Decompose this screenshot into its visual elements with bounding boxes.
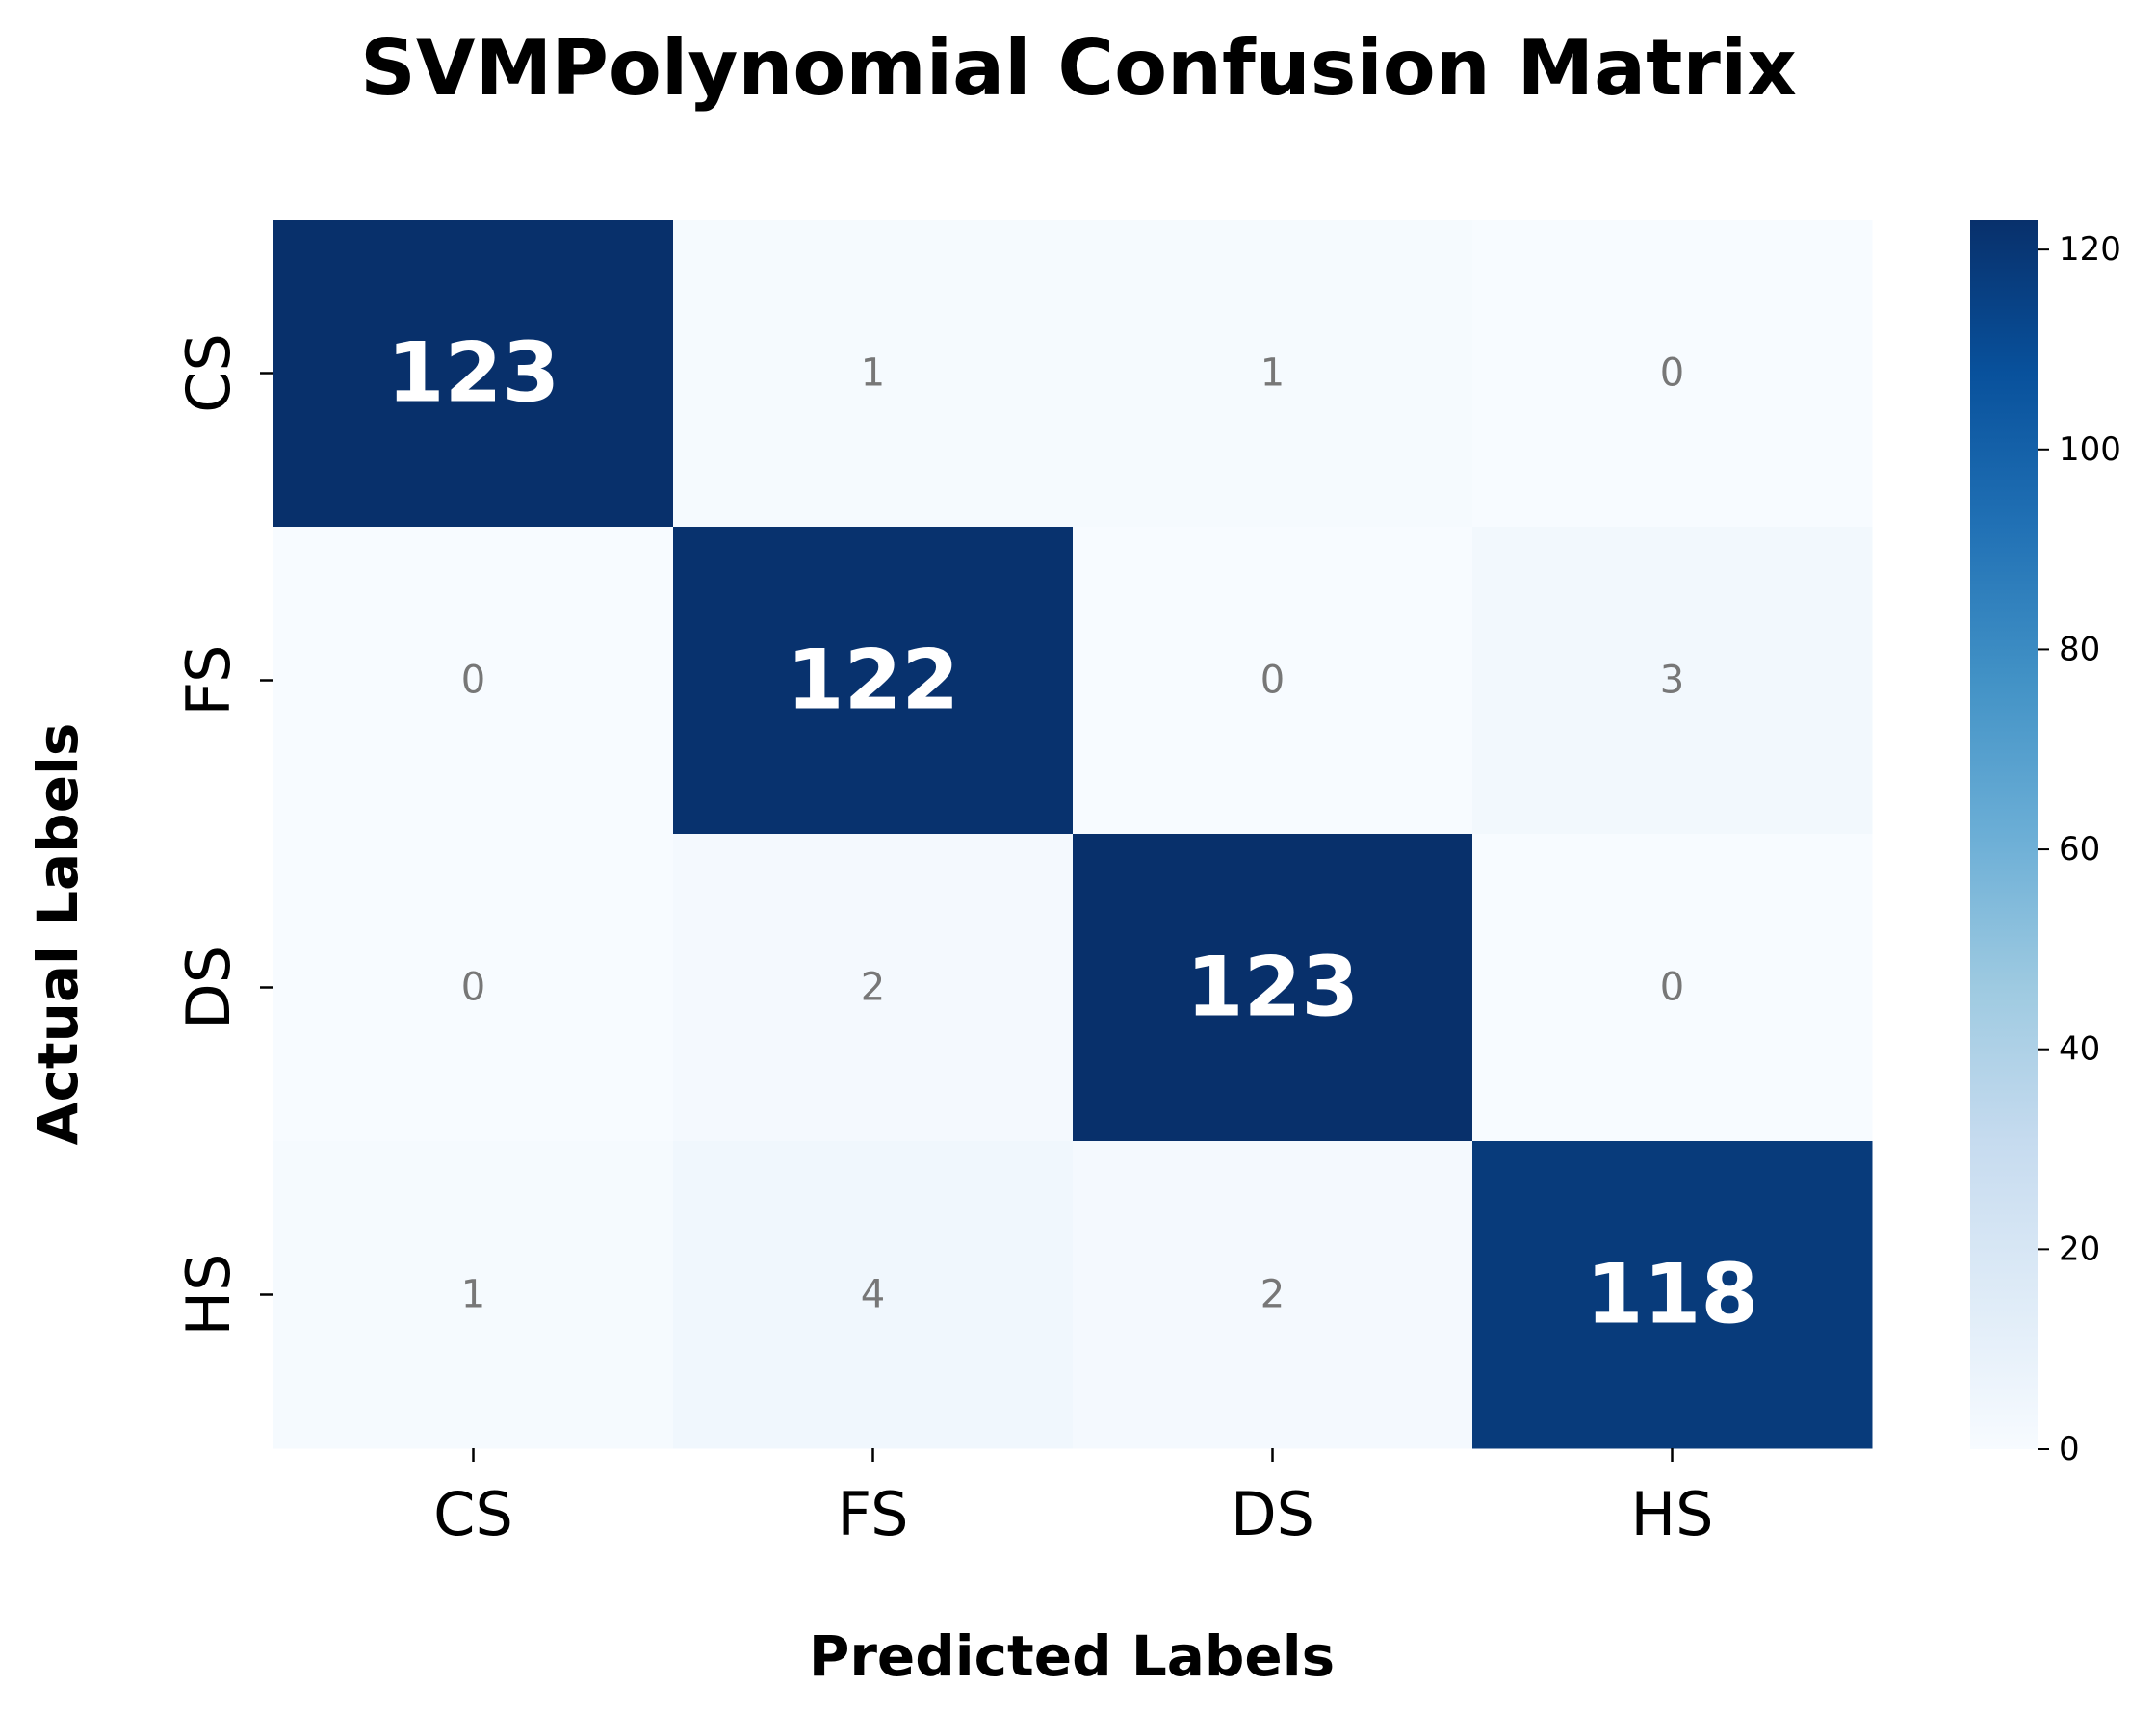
cell-value-label: 122 [787, 633, 960, 729]
x-tick-label: CS [433, 1479, 513, 1549]
chart-title: SVMPolynomial Confusion Matrix [360, 23, 1797, 113]
heatmap-cell [1073, 834, 1473, 1142]
colorbar-tick-label: 120 [2059, 230, 2121, 269]
y-tick-label: CS [173, 333, 244, 413]
heatmap-cell [1472, 220, 1873, 528]
x-axis-ticks: CS FS DS HS [433, 1448, 1713, 1549]
heatmap-cell [673, 834, 1074, 1142]
colorbar-tick-label: 100 [2059, 430, 2121, 469]
heatmap-cell [273, 1141, 674, 1449]
heatmap-cell [273, 834, 674, 1142]
cell-value-label: 0 [461, 966, 485, 1010]
colorbar-tick-label: 60 [2059, 830, 2100, 869]
y-tick-label: HS [173, 1254, 244, 1337]
heatmap-cell [1472, 1141, 1873, 1449]
colorbar-ticks: 0 20 40 60 80 100 120 [2038, 230, 2121, 1468]
cell-value-label: 0 [1660, 351, 1684, 396]
cell-value-label: 1 [461, 1273, 485, 1317]
colorbar-tick-label: 80 [2059, 630, 2100, 668]
heatmap-cell [673, 527, 1074, 835]
cell-value-label: 1 [861, 351, 885, 396]
colorbar-tick-label: 20 [2059, 1230, 2100, 1268]
cell-value-label: 2 [1260, 1273, 1285, 1317]
cell-value-label: 118 [1586, 1247, 1759, 1343]
x-tick-label: HS [1631, 1479, 1714, 1549]
cell-value-label: 3 [1660, 659, 1684, 703]
x-tick-label: DS [1231, 1479, 1314, 1549]
heatmap-cell [1073, 1141, 1473, 1449]
y-tick-label: FS [173, 645, 244, 716]
y-axis-ticks: CS FS DS HS [173, 333, 273, 1336]
cell-value-label: 123 [387, 325, 560, 422]
heatmap-cell [1073, 220, 1473, 528]
heatmap-cell [673, 220, 1074, 528]
heatmap-cells [273, 220, 1873, 1449]
cell-value-label: 4 [861, 1273, 885, 1317]
y-axis-title: Actual Labels [25, 723, 91, 1146]
heatmap-cell [673, 1141, 1074, 1449]
cell-value-label: 1 [1260, 351, 1285, 396]
heatmap-cell [1073, 527, 1473, 835]
cell-value-label: 2 [861, 966, 885, 1010]
x-tick-label: FS [838, 1479, 909, 1549]
cell-value-label: 0 [1260, 659, 1285, 703]
colorbar [1970, 220, 2038, 1449]
heatmap-cell [273, 527, 674, 835]
colorbar-tick-label: 0 [2059, 1430, 2080, 1468]
heatmap-cell-values: 123 1 1 0 0 122 0 3 0 2 123 0 1 4 2 118 [387, 325, 1759, 1343]
y-tick-label: DS [173, 946, 244, 1029]
colorbar-tick-label: 40 [2059, 1030, 2100, 1069]
heatmap-cell [1472, 834, 1873, 1142]
cell-value-label: 0 [1660, 966, 1684, 1010]
cell-value-label: 123 [1186, 940, 1360, 1036]
cell-value-label: 0 [461, 659, 485, 703]
x-axis-title: Predicted Labels [809, 1623, 1335, 1689]
heatmap-cell [1472, 527, 1873, 835]
heatmap-cell [273, 220, 674, 528]
